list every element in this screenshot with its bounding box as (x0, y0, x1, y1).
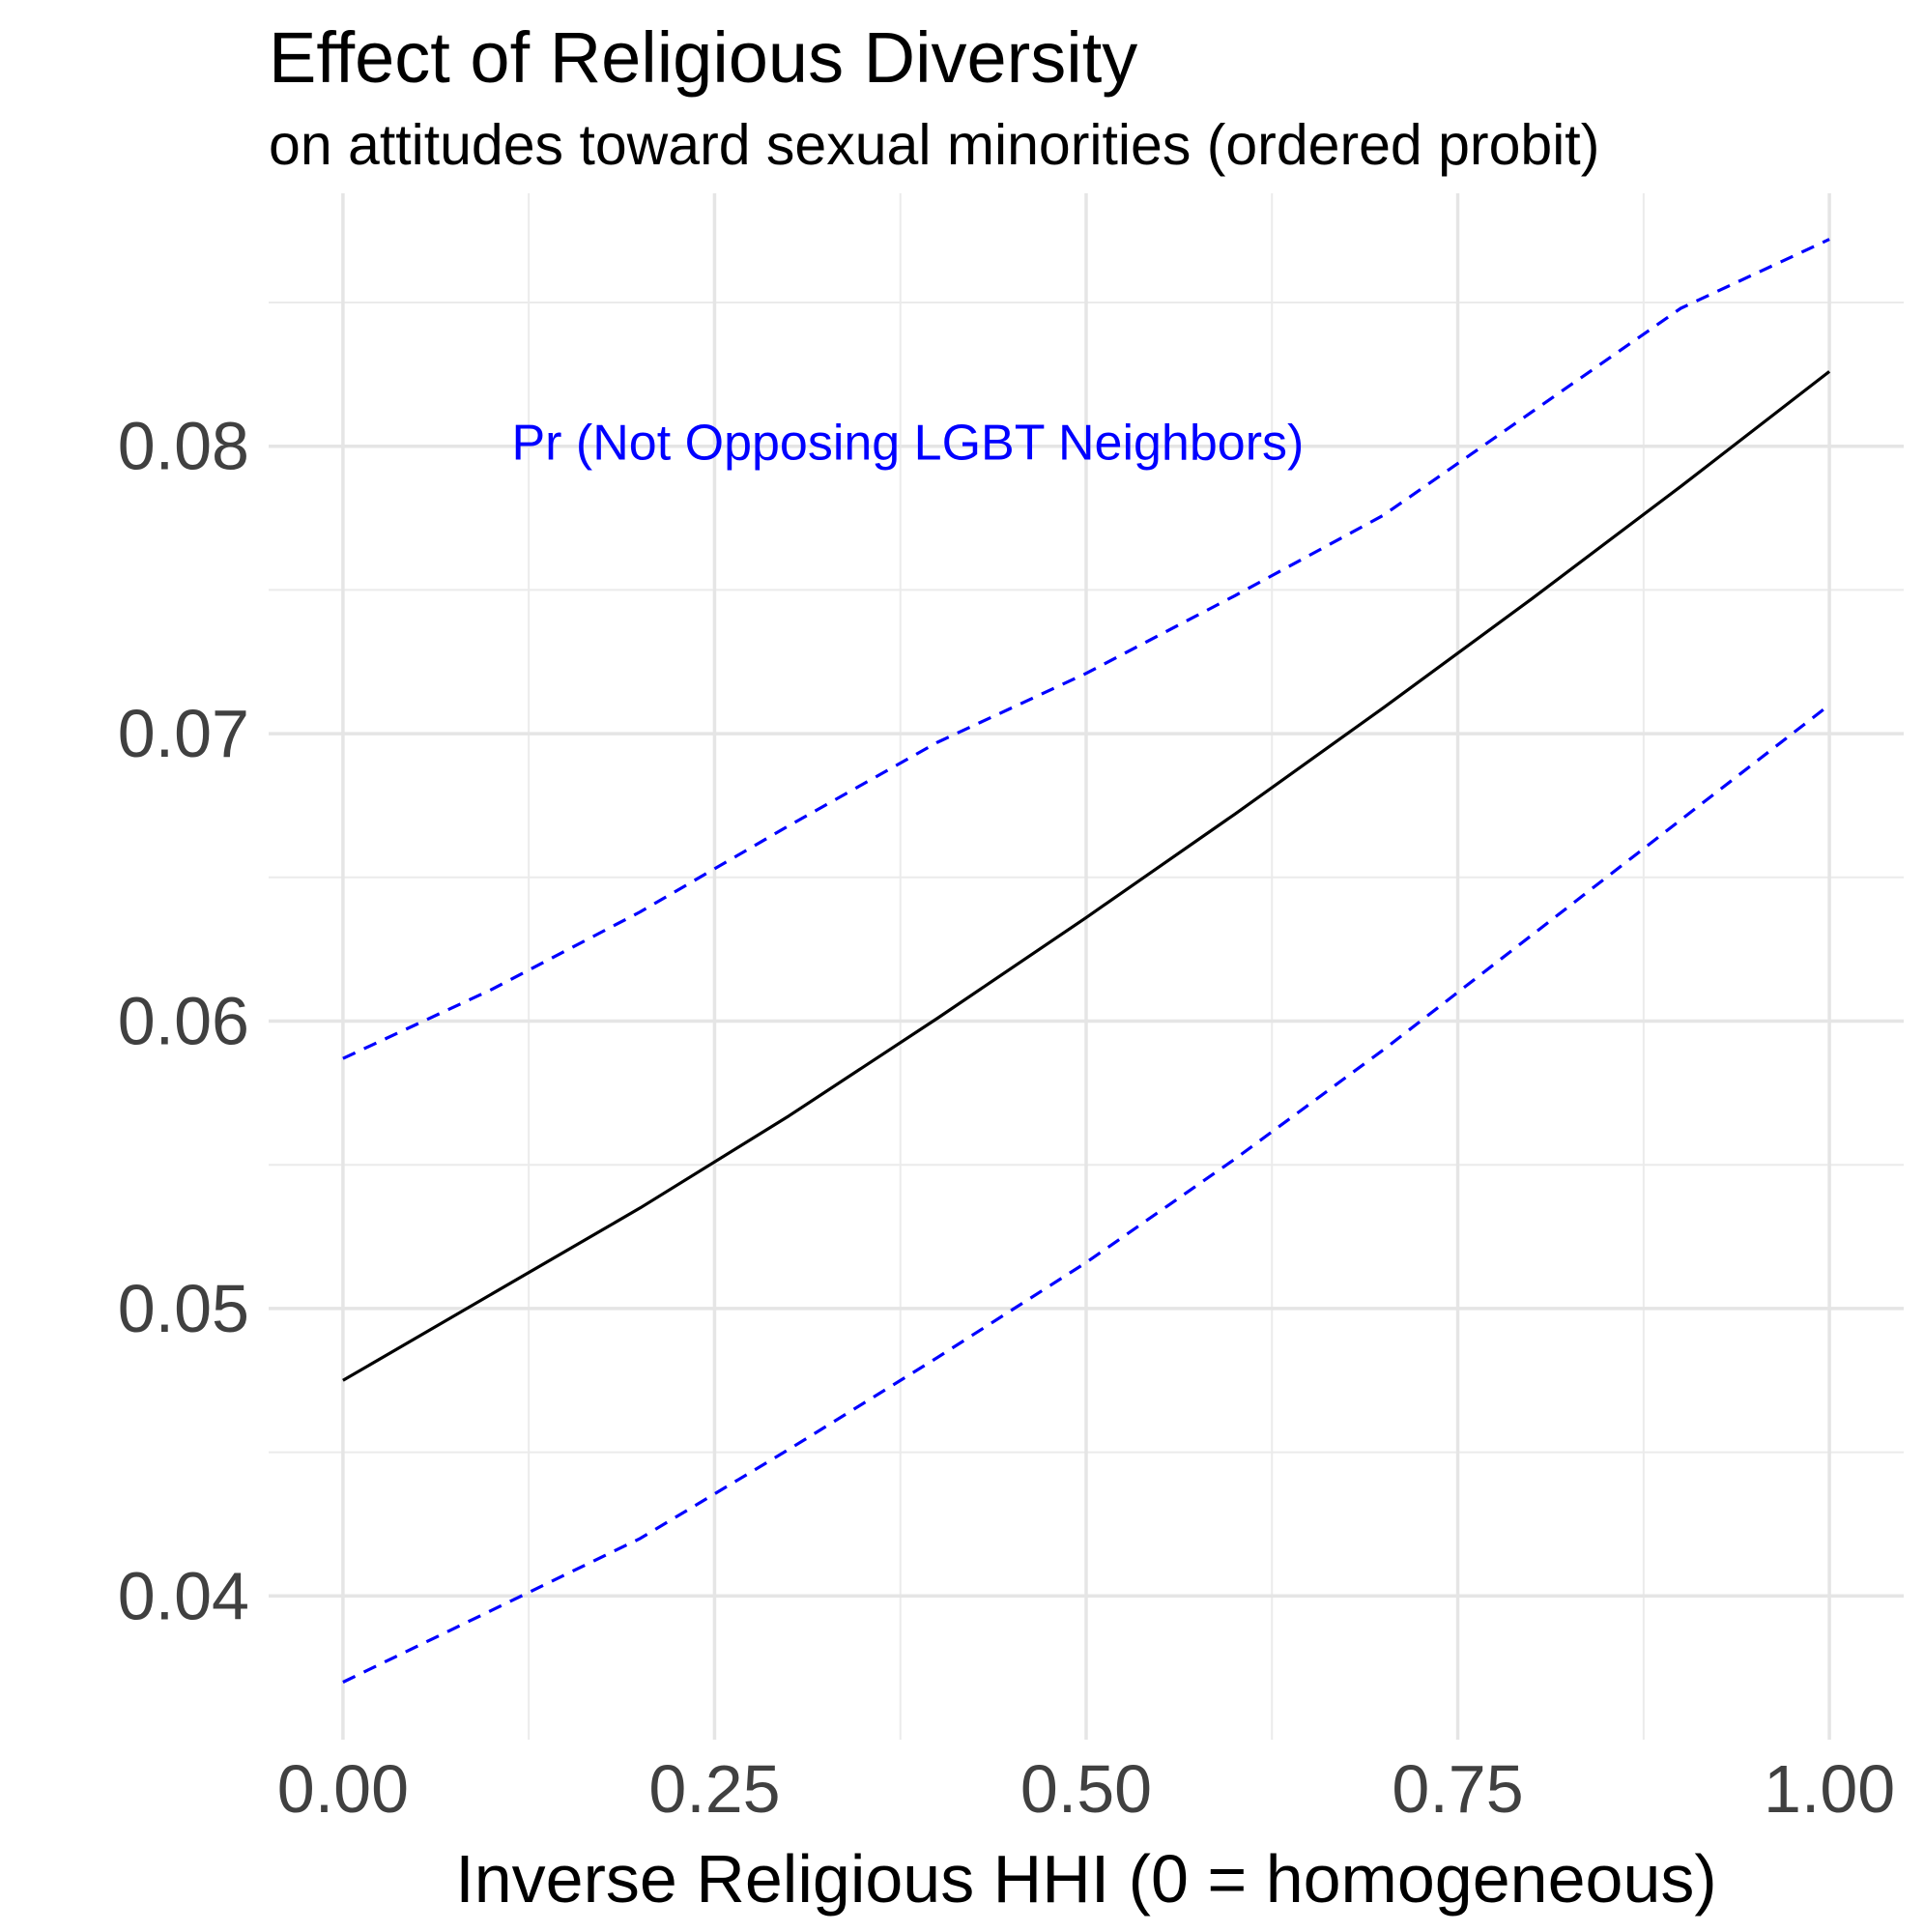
x-tick-label: 1.00 (1764, 1751, 1895, 1827)
chart-title: Effect of Religious Diversity (269, 17, 1137, 98)
y-tick-label: 0.06 (118, 984, 249, 1059)
chart-subtitle: on attitudes toward sexual minorities (o… (269, 113, 1599, 177)
y-tick-label: 0.05 (118, 1271, 249, 1346)
x-tick-label: 0.50 (1020, 1751, 1152, 1827)
x-tick-label: 0.75 (1392, 1751, 1523, 1827)
y-axis-ticks: 0.04 0.05 0.06 0.07 0.08 (118, 409, 249, 1634)
x-axis-title: Inverse Religious HHI (0 = homogeneous) (455, 1841, 1716, 1917)
y-tick-label: 0.04 (118, 1558, 249, 1633)
annotation-label: Pr (Not Opposing LGBT Neighbors) (511, 415, 1304, 471)
series-line-upper-bound (342, 238, 1830, 1060)
series-line-lower-bound (342, 704, 1831, 1684)
plot-series (342, 238, 1831, 1684)
grid-lines (269, 193, 1904, 1740)
series-line-estimate (342, 370, 1831, 1382)
y-tick-label: 0.08 (118, 409, 249, 484)
x-tick-label: 0.25 (648, 1751, 780, 1827)
x-axis-ticks: 0.00 0.25 0.50 0.75 1.00 (277, 1751, 1895, 1827)
x-tick-label: 0.00 (277, 1751, 409, 1827)
annotations: Pr (Not Opposing LGBT Neighbors) (511, 415, 1304, 471)
y-tick-label: 0.07 (118, 696, 249, 771)
